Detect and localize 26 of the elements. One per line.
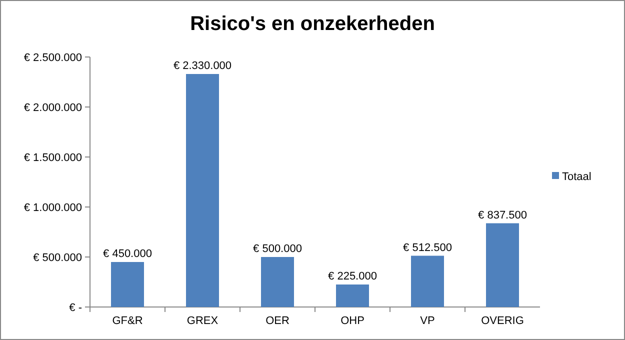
x-tick-label: OVERIG xyxy=(481,315,524,327)
y-tick-label: € 2.500.000 xyxy=(24,52,82,64)
data-label: € 512.500 xyxy=(403,242,452,254)
y-tick-label: € 1.500.000 xyxy=(24,152,82,164)
data-label: € 450.000 xyxy=(103,248,152,260)
y-tick-label: € - xyxy=(69,302,82,314)
bar xyxy=(336,284,369,307)
x-tick-label: GF&R xyxy=(112,315,143,327)
y-tick-label: € 500.000 xyxy=(33,252,82,264)
y-tick-label: € 2.000.000 xyxy=(24,102,82,114)
x-tick-label: OHP xyxy=(340,315,364,327)
chart-title: Risico's en onzekerheden xyxy=(190,13,435,35)
data-label: € 225.000 xyxy=(328,270,377,282)
y-tick-label: € 1.000.000 xyxy=(24,202,82,214)
data-label: € 500.000 xyxy=(253,243,302,255)
bar xyxy=(186,74,219,307)
data-label: € 837.500 xyxy=(478,209,527,222)
bar xyxy=(411,256,444,307)
x-tick-label: GREX xyxy=(186,315,219,327)
bar xyxy=(111,262,144,307)
legend-label: Totaal xyxy=(562,171,592,183)
x-tick-label: VP xyxy=(420,315,435,327)
bar xyxy=(486,223,519,307)
bar xyxy=(261,257,294,307)
data-label: € 2.330.000 xyxy=(173,60,232,72)
x-tick-label: OER xyxy=(266,315,290,327)
